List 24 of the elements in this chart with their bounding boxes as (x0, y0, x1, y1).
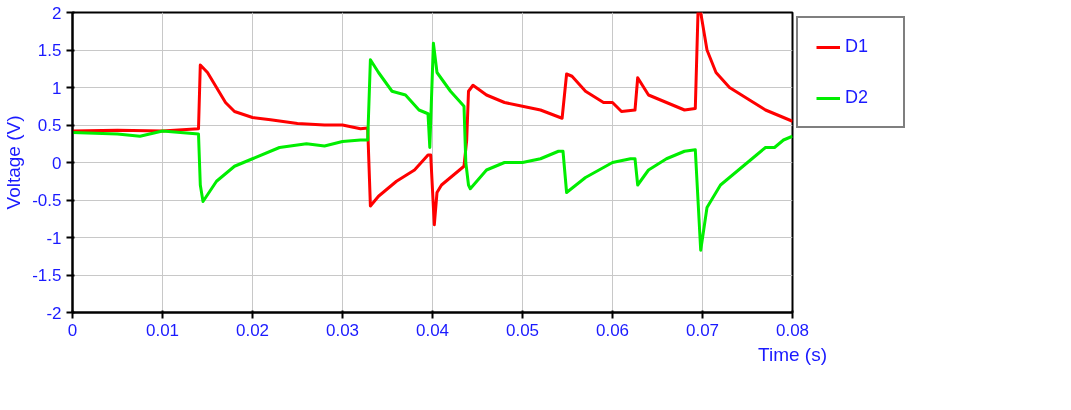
legend-label: D2 (845, 87, 869, 108)
y-tick-label: -1 (46, 228, 62, 248)
y-tick-label: 2 (52, 3, 62, 23)
y-tick-label: 0.5 (37, 116, 62, 135)
y-tick-label: 1 (52, 78, 62, 98)
x-tick-label: 0.04 (415, 320, 450, 340)
x-tick-label: 0.08 (775, 320, 810, 340)
y-tick-label: 0 (52, 153, 62, 173)
y-tick-label: -2 (46, 303, 62, 323)
y-tick-label: -1.5 (32, 266, 62, 285)
x-tick-label: 0.01 (145, 320, 180, 340)
legend-label: D1 (845, 36, 869, 57)
x-tick-label: 0 (67, 320, 78, 340)
x-tick-label: 0.05 (505, 320, 540, 340)
line-series (72, 12, 793, 227)
line-series (72, 41, 793, 252)
x-tick-label: 0.02 (235, 320, 270, 340)
y-axis-title: Voltage (V) (3, 115, 25, 210)
y-tick-label: 1.5 (37, 41, 62, 60)
x-tick-label: 0.07 (685, 320, 720, 340)
y-tick-label: -0.5 (32, 191, 62, 210)
x-axis-title: Time (s) (758, 343, 827, 365)
x-tick-label: 0.06 (595, 320, 630, 340)
x-tick-label: 0.03 (325, 320, 360, 340)
